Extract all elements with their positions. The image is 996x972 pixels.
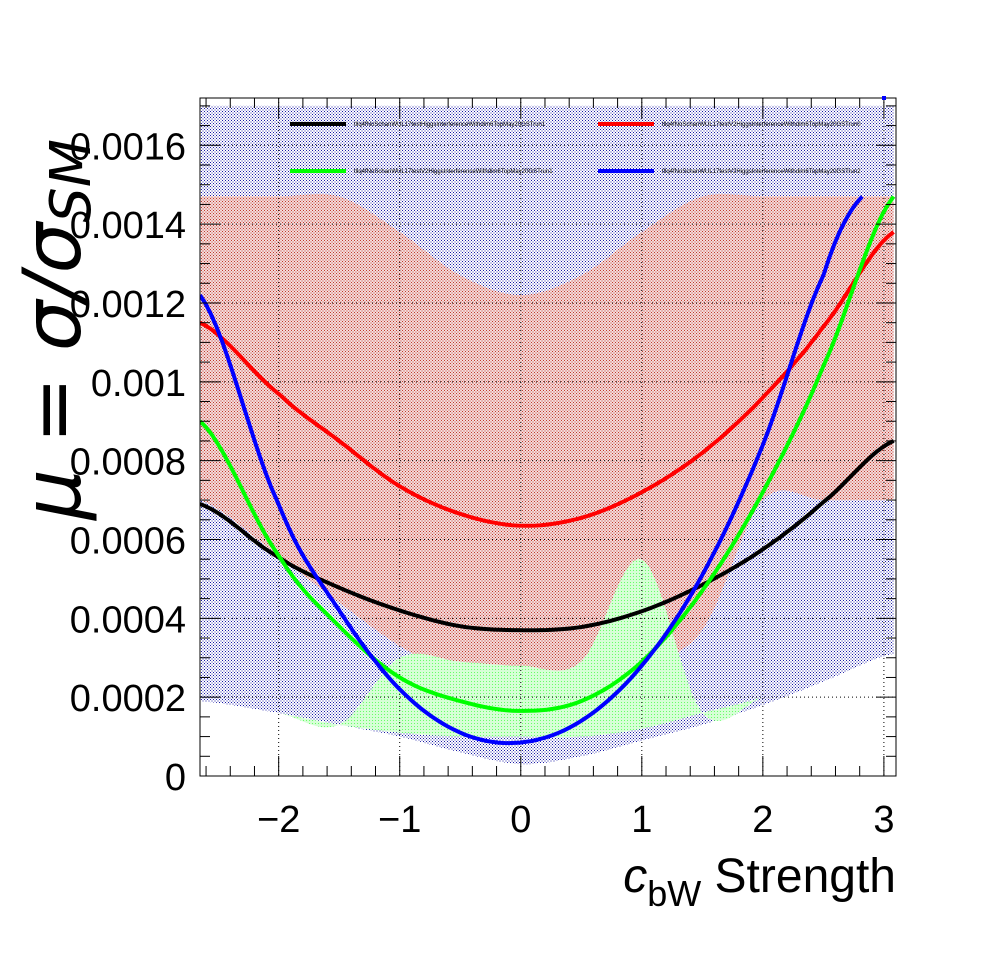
series-line-1	[200, 230, 895, 528]
plot-frame	[199, 97, 897, 777]
x-tick-labels: −2 −1 0 1 2 3	[257, 799, 894, 841]
x-axis-label-rest: Strength	[701, 850, 896, 903]
x-axis-label-main: c	[623, 850, 647, 903]
y-tick-label-5: 0.001	[91, 363, 186, 405]
x-tick-label-1: −1	[378, 799, 421, 841]
y-tick-label-7: 0.0014	[70, 205, 186, 247]
y-tick-label-0: 0	[165, 757, 186, 799]
y-tick-labels: 0 0.0002 0.0004 0.0006 0.0008 0.001 0.0012 0.00…	[70, 126, 186, 799]
x-tick-label-3: 1	[631, 799, 652, 841]
legend-label-0: tllq4fNoSchanWUL17testHiggsInterferenceW…	[354, 122, 546, 128]
top-right-marker	[882, 96, 886, 100]
series-line-3	[200, 195, 864, 746]
legend-label-2: tllq4fNoSchanWUL17testV2HiggsInterferenc…	[354, 169, 553, 175]
series-line-2	[200, 195, 896, 713]
y-tick-label-1: 0.0002	[70, 678, 186, 720]
y-axis-label-main: μ = σ/σ	[6, 221, 99, 522]
legend-label-1: tllq4fNoSchanWUL17testV2HiggsInterferenc…	[662, 122, 861, 128]
band-1	[200, 193, 894, 694]
y-tick-label-3: 0.0006	[70, 520, 186, 562]
axis-ticks	[200, 98, 896, 777]
y-tick-label-4: 0.0008	[70, 442, 186, 484]
legend: tllq4fNoSchanWUL17testHiggsInterferenceW…	[290, 122, 861, 175]
x-tick-label-4: 2	[752, 799, 773, 841]
y-axis-label-sub: SM	[39, 139, 104, 223]
y-tick-label-6: 0.0012	[70, 284, 186, 326]
x-tick-label-2: 0	[510, 799, 531, 841]
x-tick-label-5: 3	[873, 799, 894, 841]
x-tick-label-0: −2	[257, 799, 300, 841]
x-axis-label: cbW Strength	[623, 850, 896, 914]
x-axis-label-sub: bW	[647, 873, 701, 914]
band-2	[200, 558, 894, 738]
uncertainty-bands	[200, 105, 894, 765]
legend-label-3: tllq4fNoSchanWUL17testV2HiggsInterferenc…	[662, 169, 861, 175]
y-tick-label-2: 0.0004	[70, 599, 186, 641]
y-axis-label: μ = σ/σSM	[6, 139, 104, 522]
series-curves	[200, 195, 896, 746]
y-tick-label-8: 0.0016	[70, 126, 186, 168]
